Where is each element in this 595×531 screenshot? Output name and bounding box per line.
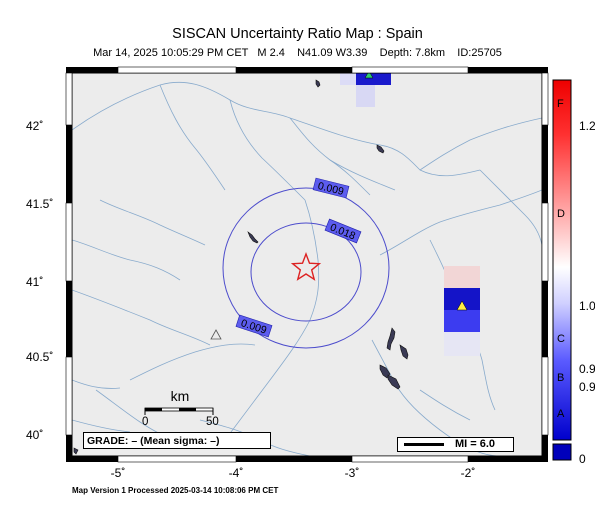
mi-line-icon — [404, 443, 444, 446]
triangle-icon — [364, 70, 374, 79]
y-tick-label: 42˚ — [26, 119, 44, 133]
grade-letter: A — [557, 408, 565, 420]
event-subtitle: Mar 14, 2025 10:05:29 PM CET M 2.4 N41.0… — [93, 47, 502, 59]
reservoirs — [73, 79, 409, 455]
grade-legend: GRADE: – (Mean sigma: –) — [83, 432, 271, 449]
x-tick-label: -5˚ — [110, 466, 126, 480]
colorbar-tick-label: 0 — [579, 452, 586, 466]
uncertainty-contours — [222, 187, 390, 349]
y-tick-label: 40.5˚ — [26, 350, 54, 364]
grade-letter: B — [557, 372, 565, 384]
colorbar-tick-label: 0.9 — [579, 362, 595, 376]
grade-letter: F — [557, 98, 564, 110]
colorbar — [552, 79, 572, 461]
star-icon — [290, 252, 322, 281]
y-tick-label: 41.5˚ — [26, 197, 54, 211]
mi-legend-text: MI = 6.0 — [455, 438, 496, 450]
map-area — [72, 73, 542, 456]
station-cells — [340, 73, 480, 356]
mi-legend: MI = 6.0 — [397, 437, 514, 452]
scale-end: 50 — [206, 416, 219, 428]
y-tick-label: 40˚ — [26, 428, 44, 442]
colorbar-tick-label: 0.9 — [579, 380, 595, 394]
processing-footer: Map Version 1 Processed 2025-03-14 10:08… — [72, 486, 279, 495]
grade-letter: D — [557, 208, 565, 220]
x-tick-label: -4˚ — [228, 466, 244, 480]
triangle-icon — [210, 329, 222, 340]
grade-letter: C — [557, 333, 565, 345]
map-frame — [65, 66, 549, 463]
map-title: SISCAN Uncertainty Ratio Map : Spain — [172, 26, 423, 42]
x-tick-label: -2˚ — [460, 466, 476, 480]
colorbar-tick-label: 1.2 — [579, 119, 595, 133]
y-tick-label: 41˚ — [26, 275, 44, 289]
scale-unit: km — [170, 388, 190, 404]
triangle-icon — [456, 300, 468, 311]
x-tick-label: -3˚ — [344, 466, 360, 480]
colorbar-tick-label: 1.0 — [579, 299, 595, 313]
scale-bar — [144, 407, 214, 415]
scale-start: 0 — [142, 416, 149, 428]
